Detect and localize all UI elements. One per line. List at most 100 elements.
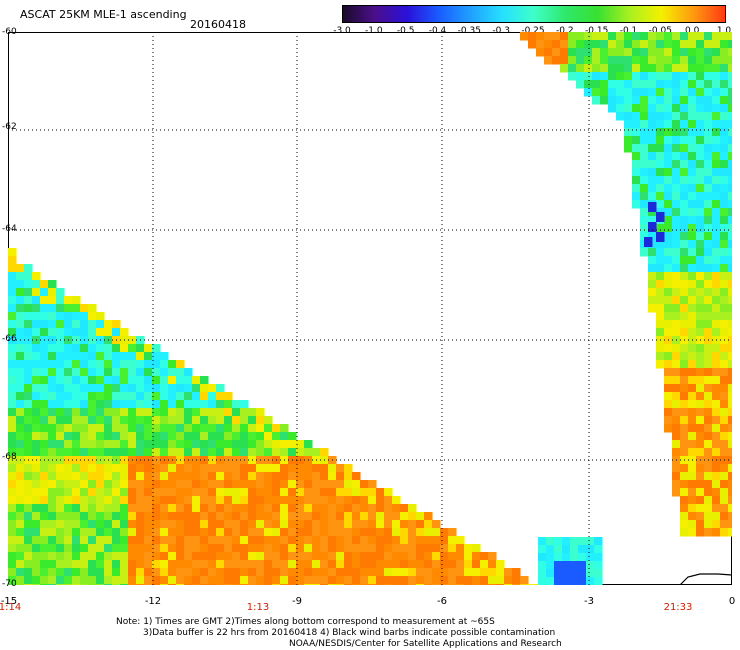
data-cell [392, 528, 401, 537]
data-cell [672, 72, 681, 81]
data-cell [328, 464, 337, 473]
data-cell [152, 568, 161, 577]
data-cell [704, 472, 713, 481]
data-cell [448, 576, 457, 585]
data-cell [562, 553, 571, 562]
data-cell [88, 560, 97, 569]
data-cell [328, 536, 337, 545]
data-cell [120, 552, 129, 561]
data-cell [8, 568, 17, 577]
data-cell [256, 424, 265, 433]
data-cell [16, 504, 25, 513]
data-cell [464, 544, 473, 553]
data-cell [152, 360, 161, 369]
data-cell [280, 440, 289, 449]
data-cell [176, 376, 185, 385]
data-cell [96, 432, 105, 441]
data-cell [320, 448, 329, 457]
data-cell [40, 568, 49, 577]
data-cell [72, 432, 81, 441]
data-cell [192, 528, 201, 537]
data-cell [240, 544, 249, 553]
data-cell [528, 40, 537, 49]
data-cell [128, 416, 137, 425]
data-cell [656, 112, 665, 121]
data-cell [336, 584, 345, 585]
data-cell [704, 224, 713, 233]
data-cell [672, 176, 681, 185]
data-cell [648, 48, 657, 57]
data-cell [712, 416, 721, 425]
data-cell [208, 576, 217, 585]
data-cell [384, 528, 393, 537]
data-cell [200, 376, 209, 385]
data-cell [224, 392, 233, 401]
data-cell [600, 80, 609, 89]
data-cell [152, 424, 161, 433]
data-cell [640, 184, 649, 193]
data-cell [704, 112, 713, 121]
data-cell [648, 160, 657, 169]
data-cell [192, 376, 201, 385]
data-cell [728, 336, 732, 345]
data-cell [696, 208, 705, 217]
data-cell [664, 288, 673, 297]
data-cell [288, 536, 297, 545]
data-cell [672, 304, 681, 313]
data-cell [720, 192, 729, 201]
data-cell [232, 472, 241, 481]
data-cell [40, 552, 49, 561]
data-cell [184, 432, 193, 441]
data-cell [640, 112, 649, 121]
data-cell [88, 536, 97, 545]
data-cell [448, 536, 457, 545]
data-cell [688, 352, 697, 361]
data-cell [120, 472, 129, 481]
data-cell [488, 576, 497, 585]
data-cell [704, 368, 713, 377]
data-cell [562, 561, 571, 570]
data-cell [712, 40, 721, 49]
data-cell [352, 528, 361, 537]
data-cell [672, 200, 681, 209]
data-cell [192, 512, 201, 521]
data-cell [40, 472, 49, 481]
data-cell [672, 56, 681, 65]
data-cell [392, 560, 401, 569]
data-cell [304, 512, 313, 521]
data-cell [200, 480, 209, 489]
data-cell [586, 561, 595, 570]
data-cell [56, 416, 65, 425]
data-cell [96, 544, 105, 553]
data-cell [720, 408, 729, 417]
data-cell [680, 464, 689, 473]
data-cell [48, 416, 57, 425]
data-cell [288, 544, 297, 553]
data-cell [368, 552, 377, 561]
data-cell [208, 528, 217, 537]
data-cell [680, 528, 689, 537]
data-cell [312, 568, 321, 577]
data-cell [640, 32, 649, 41]
data-cell [168, 440, 177, 449]
data-cell [128, 352, 137, 361]
data-cell [192, 424, 201, 433]
data-cell [120, 528, 129, 537]
data-cell [712, 432, 721, 441]
data-cell [664, 384, 673, 393]
data-cell [304, 440, 313, 449]
data-cell [208, 392, 217, 401]
data-cell [384, 568, 393, 577]
data-cell [112, 544, 121, 553]
data-cell [216, 432, 225, 441]
data-cell [416, 536, 425, 545]
data-cell [288, 440, 297, 449]
data-cell [312, 464, 321, 473]
data-cell [352, 512, 361, 521]
data-cell [376, 560, 385, 569]
data-cell [632, 32, 641, 41]
data-cell [104, 464, 113, 473]
data-cell [88, 424, 97, 433]
data-cell [104, 424, 113, 433]
data-cell [640, 72, 649, 81]
